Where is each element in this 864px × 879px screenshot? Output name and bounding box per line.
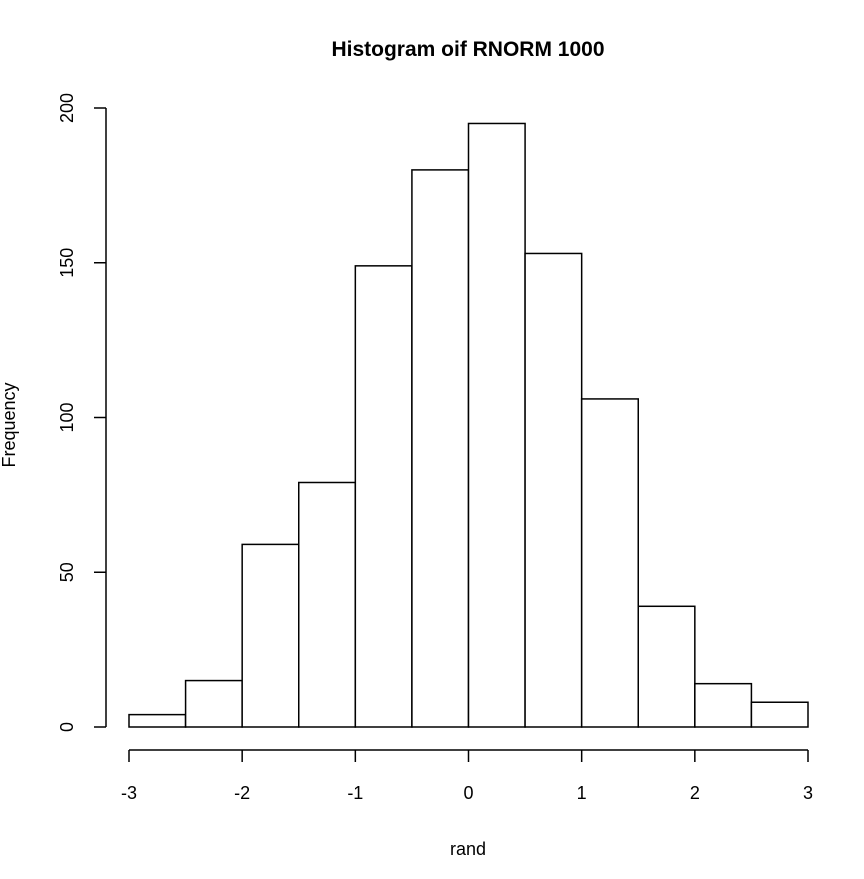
histogram-bar-8 [524,252,583,728]
chart-title: Histogram oif RNORM 1000 [331,38,604,61]
histogram-bar-4 [298,481,357,728]
y-axis: 0 50 100 150 200 [57,93,107,732]
x-axis-label: rand [450,839,486,859]
x-tick-label: 1 [577,783,587,803]
x-tick-label: 3 [803,783,813,803]
x-axis: -3 -2 -1 0 1 2 3 [121,749,813,803]
y-tick-label: 100 [57,402,77,432]
y-axis-label: Frequency [0,382,19,467]
histogram-bar-3 [241,543,300,728]
x-tick-label: -1 [347,783,363,803]
histogram-bar-7 [467,122,526,728]
histogram-bar-5 [354,265,413,728]
x-tick-label: -3 [121,783,137,803]
histogram-bars [128,122,809,728]
histogram-bar-2 [184,679,243,728]
x-tick-label: 2 [690,783,700,803]
histogram-bar-9 [580,398,640,728]
y-tick-label: 150 [57,248,77,278]
histogram-bar-1 [128,713,187,728]
histogram-bar-11 [694,682,753,728]
histogram-bar-10 [637,605,696,728]
y-tick-label: 50 [57,562,77,582]
histogram-bar-6 [411,169,470,728]
y-tick-label: 0 [57,722,77,732]
x-tick-label: 0 [463,783,473,803]
x-tick-label: -2 [234,783,250,803]
histogram-bar-12 [750,701,809,728]
y-tick-label: 200 [57,93,77,123]
